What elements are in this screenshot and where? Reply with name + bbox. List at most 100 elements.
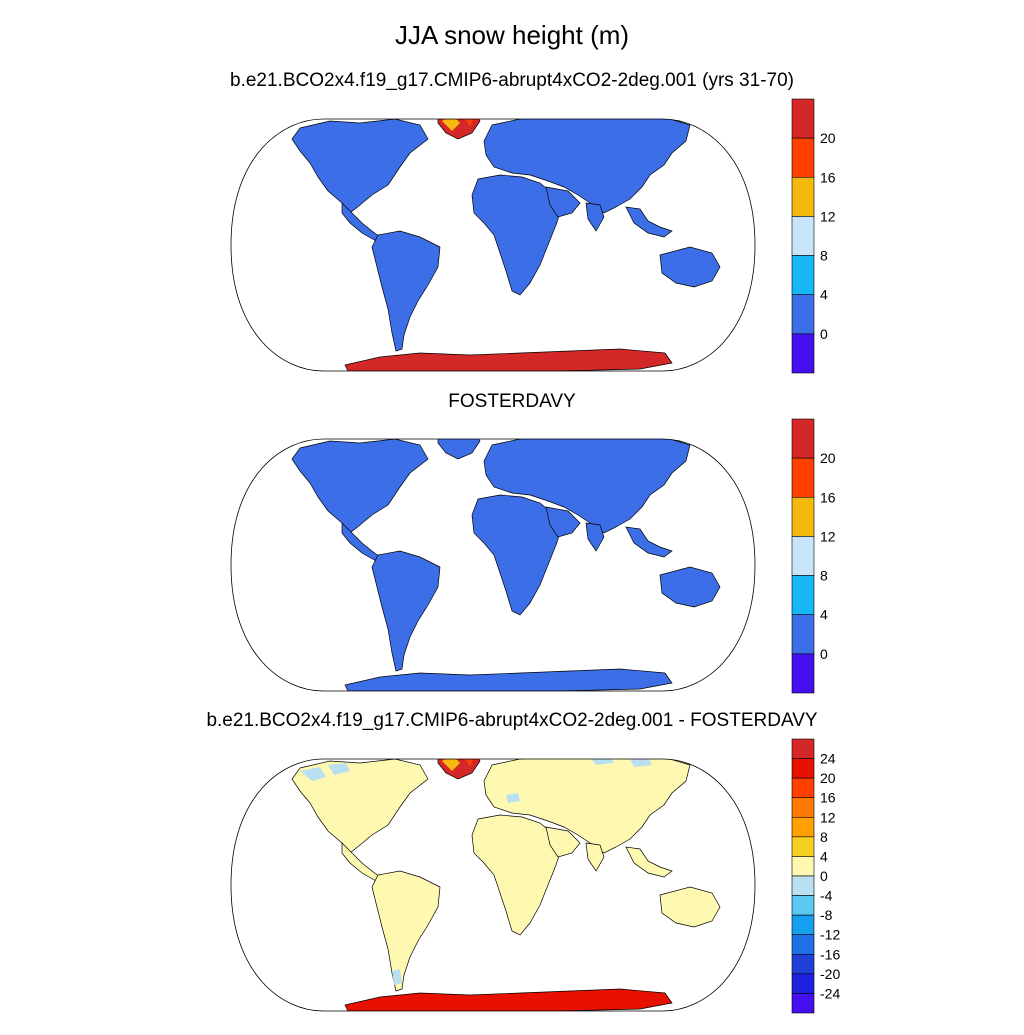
land-australia — [659, 886, 721, 928]
map-panel-3 — [230, 758, 756, 1012]
colorbar-tick-label: 20 — [820, 770, 836, 786]
colorbar-bin — [791, 457, 815, 498]
colorbar-tick-label: -8 — [820, 907, 833, 923]
panel-3-title: b.e21.BCO2x4.f19_g17.CMIP6-abrupt4xCO2-2… — [206, 710, 818, 731]
land-eurasia — [483, 439, 691, 534]
colorbar-bin — [791, 333, 815, 374]
colorbar-bin — [791, 816, 815, 838]
land-southAmerica — [371, 550, 441, 672]
map-outline — [230, 438, 756, 692]
colorbar-bin — [791, 895, 815, 916]
colorbar-tick-label: 4 — [820, 607, 828, 623]
negative-change-patch — [590, 759, 614, 765]
greenland-edge-high — [464, 759, 474, 767]
colorbar-bin — [791, 836, 815, 857]
colorbar-bin — [791, 614, 815, 655]
colorbar-bin — [791, 216, 815, 256]
land-southAmerica — [371, 870, 441, 992]
colorbar-bin — [791, 934, 815, 955]
colorbar-tick-label: 16 — [820, 169, 836, 185]
negative-change-patch — [300, 767, 326, 781]
negative-change-patch — [506, 793, 520, 803]
colorbar-tick-label: 20 — [820, 450, 836, 466]
colorbar-bin — [791, 496, 815, 537]
greenland-land — [437, 439, 481, 460]
map-outline — [230, 758, 756, 1012]
colorbar-tick-label: -16 — [820, 946, 840, 962]
map-outline — [230, 118, 756, 372]
colorbar-tick-label: 8 — [820, 829, 828, 845]
land-india — [585, 202, 605, 232]
antarctica — [344, 348, 673, 371]
colorbar-bin — [791, 914, 815, 936]
panel-2-title: FOSTERDAVY — [448, 391, 576, 412]
colorbar-bin — [791, 536, 815, 576]
land-arabia — [545, 826, 581, 858]
colorbar-tick-label: -12 — [820, 927, 840, 943]
colorbar-tick-label: 12 — [820, 809, 836, 825]
land-africa — [471, 814, 563, 936]
colorbar-bin — [791, 575, 815, 616]
antarctica — [344, 668, 673, 691]
land-india — [585, 842, 605, 872]
panel-1-title: b.e21.BCO2x4.f19_g17.CMIP6-abrupt4xCO2-2… — [230, 70, 794, 91]
land-seAsia — [625, 206, 673, 238]
colorbar-panel-2: 20 16 12 8 4 0 — [791, 418, 836, 694]
colorbar-tick-label: 0 — [820, 646, 828, 662]
colorbar-tick-label: 8 — [820, 248, 828, 264]
colorbar-bin — [791, 418, 815, 459]
figure-title: JJA snow height (m) — [394, 20, 630, 50]
land-southAmerica — [371, 230, 441, 352]
land-arabia — [545, 186, 581, 218]
colorbar-panel-3: 24 20 16 12 8 4 0 -4 -8 -12 -16 -20 -24 — [791, 738, 840, 1014]
colorbar-bin — [791, 993, 815, 1014]
greenland-edge-mid — [442, 759, 460, 771]
map-panel-2 — [230, 438, 756, 692]
land-eurasia — [483, 119, 691, 214]
negative-change-patch — [630, 759, 652, 767]
map-panel-1 — [230, 118, 756, 372]
land-australia — [659, 246, 721, 288]
colorbar-bin — [791, 875, 815, 896]
colorbar-tick-label: 4 — [820, 287, 828, 303]
colorbar-bin — [791, 98, 815, 139]
colorbar-bin — [791, 255, 815, 296]
colorbar-bin — [791, 738, 815, 759]
colorbar-tick-label: -4 — [820, 888, 833, 904]
colorbar-tick-label: 16 — [820, 489, 836, 505]
colorbar-tick-label: 0 — [820, 868, 828, 884]
land-seAsia — [625, 846, 673, 878]
land-india — [585, 522, 605, 552]
colorbar-panel-1: 20 16 12 8 4 0 — [791, 98, 836, 374]
colorbar-tick-label: 20 — [820, 130, 836, 146]
land-africa — [471, 494, 563, 616]
land-eurasia — [483, 759, 691, 854]
greenland-edge-mid — [442, 119, 460, 131]
colorbar-tick-label: 12 — [820, 208, 836, 224]
land-arabia — [545, 506, 581, 538]
antarctica — [344, 988, 673, 1011]
negative-change-patch — [392, 969, 402, 985]
land-northAmerica — [291, 439, 429, 534]
land-australia — [659, 566, 721, 608]
negative-change-patch — [328, 763, 350, 775]
colorbar-tick-label: 0 — [820, 326, 828, 342]
colorbar-tick-label: 24 — [820, 751, 836, 767]
colorbar-tick-label: -20 — [820, 966, 840, 982]
colorbar-bin — [791, 653, 815, 694]
colorbar-tick-label: 12 — [820, 528, 836, 544]
colorbar-bin — [791, 953, 815, 975]
colorbar-bin — [791, 176, 815, 217]
colorbar-bin — [791, 777, 815, 799]
land-africa — [471, 174, 563, 296]
colorbar-tick-label: 16 — [820, 790, 836, 806]
colorbar-bin — [791, 294, 815, 335]
colorbar-tick-label: 8 — [820, 568, 828, 584]
colorbar-bin — [791, 973, 815, 994]
land-northAmerica — [291, 119, 429, 214]
land-seAsia — [625, 526, 673, 558]
colorbar-bin — [791, 856, 815, 877]
greenland-edge-high — [464, 119, 474, 127]
colorbar-tick-label: 4 — [820, 848, 828, 864]
colorbar-tick-label: -24 — [820, 985, 840, 1001]
